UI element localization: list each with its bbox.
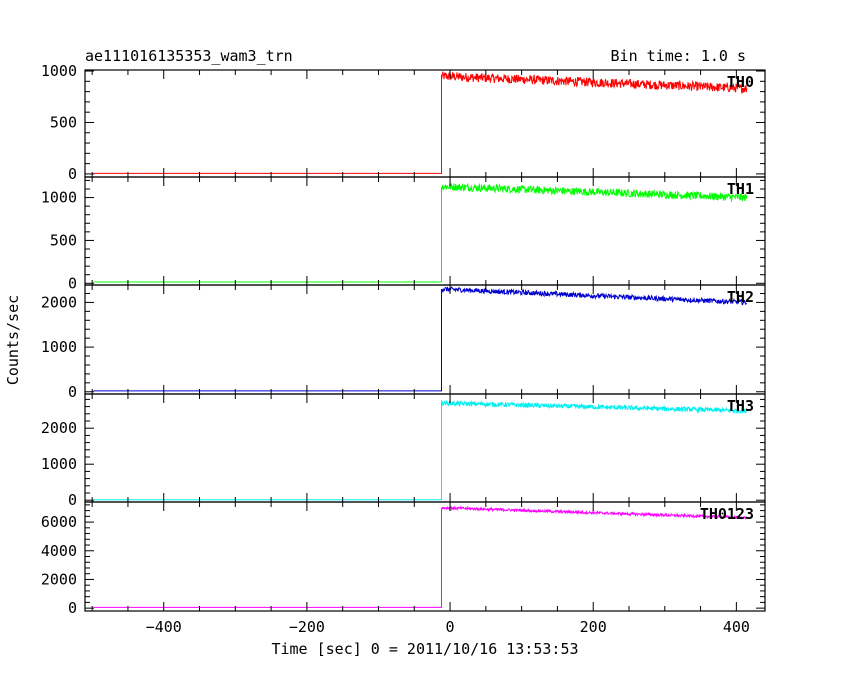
- panel-th0123: 0 2000 4000 6000 TH0123: [41, 501, 766, 617]
- x-tick-label: 0: [446, 618, 455, 636]
- series-line-th0: [93, 71, 748, 174]
- y-tick-label: 1000: [41, 189, 77, 207]
- series-line-th1: [93, 182, 748, 283]
- x-tick-label: 200: [580, 618, 607, 636]
- y-tick-label: 0: [68, 491, 77, 509]
- panel-th3: 0 1000 2000 TH3: [41, 393, 766, 509]
- y-axis-label: Counts/sec: [4, 295, 22, 385]
- y-tick-label: 0: [68, 383, 77, 401]
- y-tick-label: 0: [68, 165, 77, 183]
- y-tick-label: 0: [68, 274, 77, 292]
- panel-th0: 0 500 1000 TH0: [41, 62, 766, 183]
- y-tick-label: 1000: [41, 455, 77, 473]
- y-tick-label: 500: [50, 113, 77, 131]
- panel-th1: 0 500 1000 TH1: [41, 176, 766, 292]
- series-label-th3: TH3: [727, 397, 754, 415]
- bin-time-label: Bin time: 1.0 s: [611, 47, 746, 65]
- y-tick-label: 1000: [41, 338, 77, 356]
- series-label-th1: TH1: [727, 180, 754, 198]
- series-label-th0123: TH0123: [700, 505, 754, 523]
- series-line-th3: [93, 399, 748, 501]
- series-line-th0123: [93, 505, 748, 608]
- series-label-th2: TH2: [727, 288, 754, 306]
- y-tick-label: 2000: [41, 419, 77, 437]
- x-tick-label: −400: [146, 618, 182, 636]
- panels: 0 500 1000 TH0 0 500 1000 TH1 0 1000 2000 TH2 0 1000 2…: [41, 62, 766, 617]
- series-line-th2: [93, 286, 748, 392]
- y-tick-label: 6000: [41, 513, 77, 531]
- y-tick-label: 0: [68, 599, 77, 617]
- x-tick-label: −200: [289, 618, 325, 636]
- y-tick-label: 2000: [41, 570, 77, 588]
- chart-title: ae111016135353_wam3_trn: [85, 47, 293, 65]
- y-tick-label: 1000: [41, 62, 77, 80]
- panel-frame: [84, 284, 766, 395]
- y-tick-label: 4000: [41, 542, 77, 560]
- x-tick-label: 400: [723, 618, 750, 636]
- y-tick-label: 2000: [41, 293, 77, 311]
- y-tick-label: 500: [50, 231, 77, 249]
- series-label-th0: TH0: [727, 73, 754, 91]
- x-axis-label: Time [sec] 0 = 2011/10/16 13:53:53: [271, 640, 578, 658]
- x-tick-labels: −400 −200 0 200 400: [146, 618, 750, 636]
- panel-frame: [84, 501, 766, 612]
- panel-th2: 0 1000 2000 TH2: [41, 284, 766, 401]
